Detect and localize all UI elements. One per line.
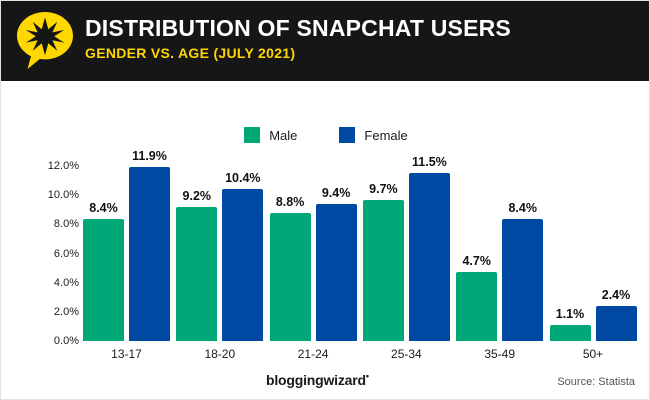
- bar-value-label: 10.4%: [225, 171, 261, 186]
- bar-group: 4.7% 8.4%: [456, 151, 544, 341]
- page-subtitle: GENDER VS. AGE (JULY 2021): [85, 45, 296, 61]
- bar-group: 1.1% 2.4%: [549, 151, 637, 341]
- x-axis: 13-17 18-20 21-24 25-34 35-49 50+: [83, 347, 643, 367]
- bar-value-label: 8.4%: [508, 200, 537, 215]
- x-axis-label: 13-17: [111, 347, 142, 361]
- bar-rect: [362, 199, 404, 341]
- y-axis-tick: 2.0%: [53, 305, 79, 318]
- bar-group: 9.7% 11.5%: [362, 151, 450, 341]
- legend-label-female: Female: [364, 127, 408, 143]
- bar-rect: [129, 167, 170, 341]
- bar-value-label: 8.8%: [275, 194, 305, 209]
- y-axis-tick: 12.0%: [47, 160, 79, 172]
- x-axis-label: 21-24: [297, 347, 329, 361]
- header-band: DISTRIBUTION OF SNAPCHAT USERS GENDER VS…: [1, 1, 649, 81]
- x-axis-label: 35-49: [484, 347, 516, 361]
- legend-item-female[interactable]: Female: [339, 127, 408, 143]
- bar-value-label: 1.1%: [555, 306, 585, 321]
- x-axis-label: 25-34: [391, 347, 422, 361]
- legend-label-male: Male: [269, 127, 298, 143]
- speech-bubble-star-icon: [13, 9, 77, 73]
- bar-value-label: 2.4%: [601, 288, 631, 302]
- y-axis-tick: 10.0%: [47, 189, 79, 202]
- legend-swatch-female: [339, 127, 356, 143]
- bar-value-label: 9.4%: [321, 185, 351, 200]
- bar-rect: [595, 306, 637, 341]
- bloggingwizard-logo: bloggingwizard•: [266, 371, 369, 388]
- bar-rect: [315, 203, 357, 341]
- bloggingwizard-logo-text: bloggingwizard: [266, 372, 366, 388]
- x-axis-label: 50+: [582, 347, 604, 361]
- bar-value-label: 9.7%: [369, 181, 398, 196]
- bar-rect: [549, 324, 591, 341]
- bar-rect: [83, 218, 124, 341]
- bar-value-label: 11.5%: [412, 155, 447, 170]
- y-axis-tick: 8.0%: [53, 218, 79, 231]
- chart-plot-area: 0.0% 2.0% 4.0% 6.0% 8.0% 10.0% 12.0% 8.4% 11.9%…: [1, 149, 649, 361]
- legend-item-male[interactable]: Male: [244, 127, 297, 143]
- legend-swatch-male: [244, 127, 261, 143]
- header-text-block: DISTRIBUTION OF SNAPCHAT USERS GENDER VS…: [85, 15, 511, 62]
- bar-value-label: 8.4%: [89, 200, 118, 215]
- bar-group: 9.2% 10.4%: [176, 151, 264, 341]
- y-axis-tick: 6.0%: [53, 247, 79, 260]
- page-title: DISTRIBUTION OF SNAPCHAT USERS: [85, 15, 511, 41]
- y-axis: 0.0% 2.0% 4.0% 6.0% 8.0% 10.0% 12.0%: [35, 151, 79, 347]
- bar-rect: [408, 173, 450, 341]
- y-axis-tick: 4.0%: [53, 276, 79, 289]
- bars-area: 8.4% 11.9% 9.2% 10.4% 8.8% 9.4% 9.7% 11.5% 4.7% 8…: [83, 149, 643, 341]
- bar-value-label: 11.9%: [132, 149, 167, 164]
- bar-rect: [269, 212, 311, 341]
- y-axis-tick: 0.0%: [53, 335, 79, 347]
- bar-rect: [502, 218, 544, 341]
- bar-rect: [456, 272, 498, 341]
- bar-value-label: 4.7%: [462, 254, 491, 269]
- x-axis-label: 18-20: [204, 347, 236, 361]
- bar-rect: [222, 189, 264, 341]
- bar-rect: [176, 206, 218, 341]
- bar-group: 8.8% 9.4%: [269, 151, 357, 341]
- logo-registered-mark: •: [365, 371, 369, 381]
- chart-legend: Male Female: [1, 127, 649, 143]
- bar-group: 8.4% 11.9%: [83, 149, 170, 341]
- bar-value-label: 9.2%: [182, 188, 212, 203]
- source-attribution: Source: Statista: [557, 376, 635, 388]
